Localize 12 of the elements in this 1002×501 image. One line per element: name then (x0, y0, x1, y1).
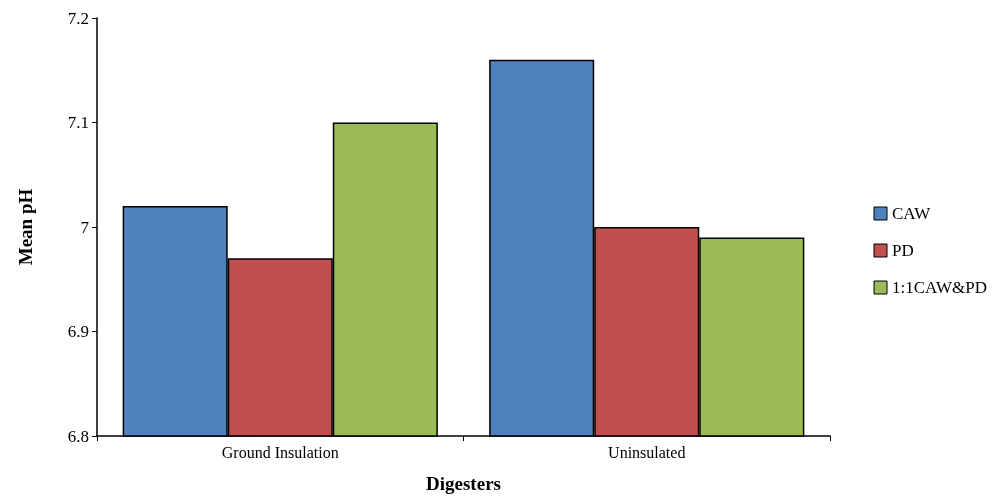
y-tick-label: 7 (80, 217, 90, 237)
x-tick-label: Uninsulated (608, 443, 686, 461)
y-tick-label: 7.2 (67, 8, 89, 28)
legend-label: CAW (892, 204, 932, 223)
legend-label: 1:1CAW&PD (892, 278, 988, 297)
legend-label: PD (892, 241, 914, 260)
y-tick-label: 6.9 (67, 322, 89, 341)
y-tick-label: 7.1 (67, 113, 89, 132)
x-axis-title: Digesters (426, 473, 501, 494)
y-axis-title: Mean pH (15, 188, 36, 266)
y-tick-label: 6.8 (67, 426, 89, 446)
x-tick-label: Ground Insulation (221, 443, 339, 461)
